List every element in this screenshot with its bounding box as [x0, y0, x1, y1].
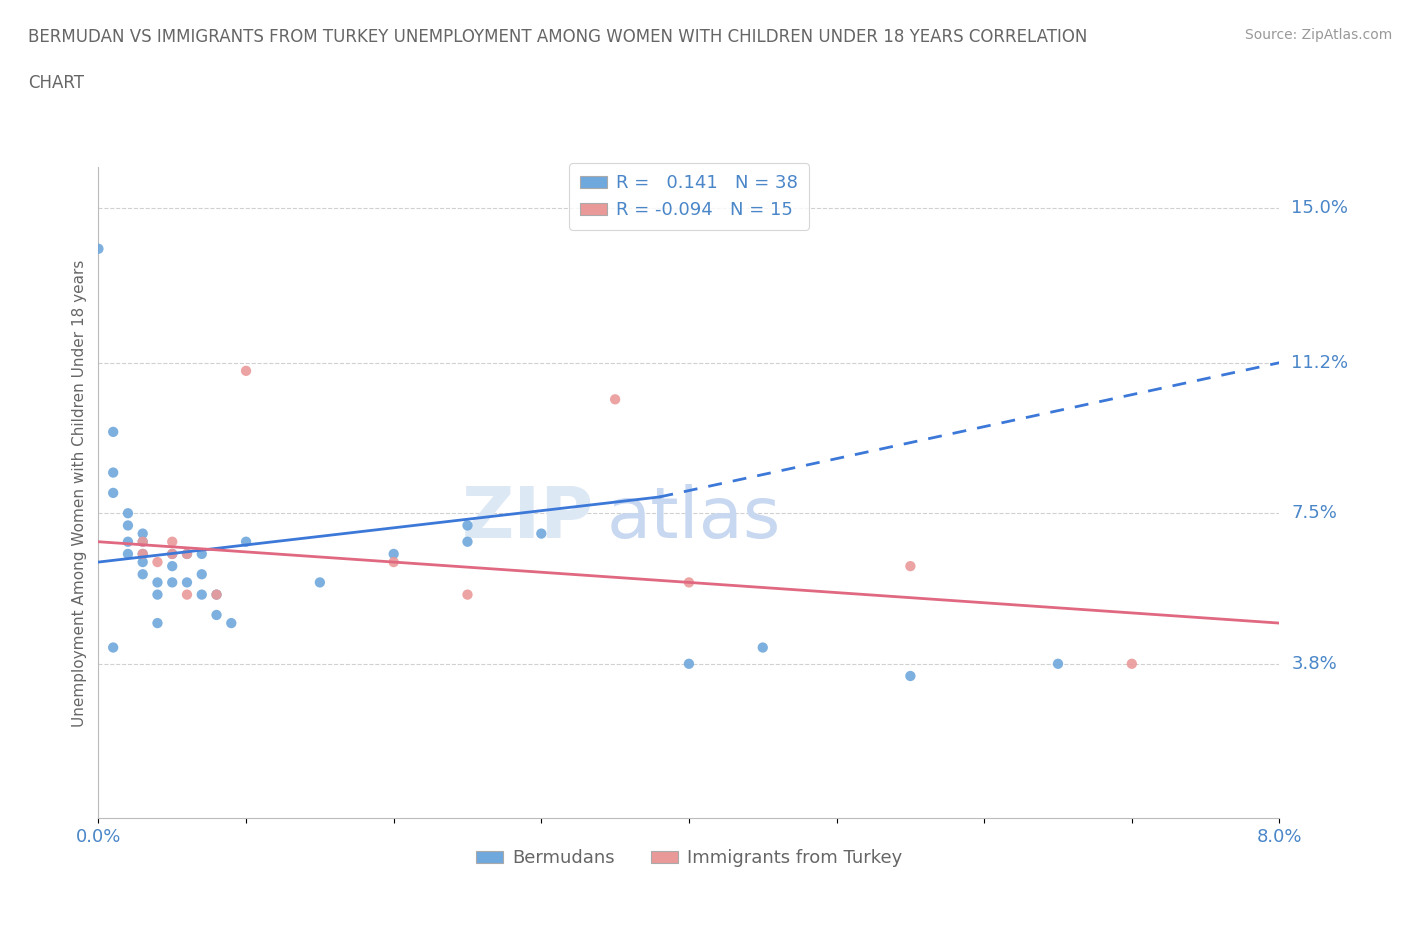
Point — [221, 616, 243, 631]
Point — [162, 547, 183, 562]
Point — [117, 518, 139, 533]
Point — [457, 518, 479, 533]
Point — [146, 575, 169, 590]
Point — [752, 640, 775, 655]
Point — [382, 554, 405, 569]
Point — [235, 364, 257, 379]
Point — [176, 575, 198, 590]
Point — [191, 587, 214, 602]
Point — [1046, 657, 1070, 671]
Point — [117, 506, 139, 521]
Point — [162, 547, 183, 562]
Point — [176, 587, 198, 602]
Point — [191, 547, 214, 562]
Point — [103, 485, 125, 500]
Point — [678, 575, 700, 590]
Point — [191, 567, 214, 582]
Text: 11.2%: 11.2% — [1291, 353, 1348, 372]
Point — [146, 587, 169, 602]
Point — [132, 554, 155, 569]
Point — [382, 547, 405, 562]
Point — [309, 575, 332, 590]
Point — [103, 465, 125, 480]
Point — [117, 547, 139, 562]
Point — [205, 607, 228, 622]
Point — [678, 657, 700, 671]
Text: 3.8%: 3.8% — [1291, 655, 1337, 672]
Point — [103, 424, 125, 439]
Point — [176, 547, 198, 562]
Text: ZIP: ZIP — [463, 485, 595, 553]
Legend: Bermudans, Immigrants from Turkey: Bermudans, Immigrants from Turkey — [468, 842, 910, 874]
Point — [162, 534, 183, 549]
Point — [530, 526, 553, 541]
Text: CHART: CHART — [28, 74, 84, 92]
Text: 7.5%: 7.5% — [1291, 504, 1337, 523]
Point — [235, 534, 257, 549]
Point — [87, 242, 110, 257]
Point — [457, 587, 479, 602]
Text: 15.0%: 15.0% — [1291, 199, 1348, 217]
Point — [132, 567, 155, 582]
Text: atlas: atlas — [606, 485, 780, 553]
Point — [146, 616, 169, 631]
Point — [132, 547, 155, 562]
Point — [176, 547, 198, 562]
Point — [132, 534, 155, 549]
Text: Source: ZipAtlas.com: Source: ZipAtlas.com — [1244, 28, 1392, 42]
Text: BERMUDAN VS IMMIGRANTS FROM TURKEY UNEMPLOYMENT AMONG WOMEN WITH CHILDREN UNDER : BERMUDAN VS IMMIGRANTS FROM TURKEY UNEMP… — [28, 28, 1087, 46]
Point — [117, 534, 139, 549]
Point — [162, 559, 183, 574]
Point — [132, 526, 155, 541]
Point — [1121, 657, 1143, 671]
Point — [605, 392, 627, 406]
Y-axis label: Unemployment Among Women with Children Under 18 years: Unemployment Among Women with Children U… — [72, 259, 87, 726]
Point — [103, 640, 125, 655]
Point — [205, 587, 228, 602]
Point — [146, 554, 169, 569]
Point — [132, 534, 155, 549]
Point — [162, 575, 183, 590]
Point — [205, 587, 228, 602]
Point — [132, 547, 155, 562]
Point — [900, 559, 922, 574]
Point — [900, 669, 922, 684]
Point — [457, 534, 479, 549]
